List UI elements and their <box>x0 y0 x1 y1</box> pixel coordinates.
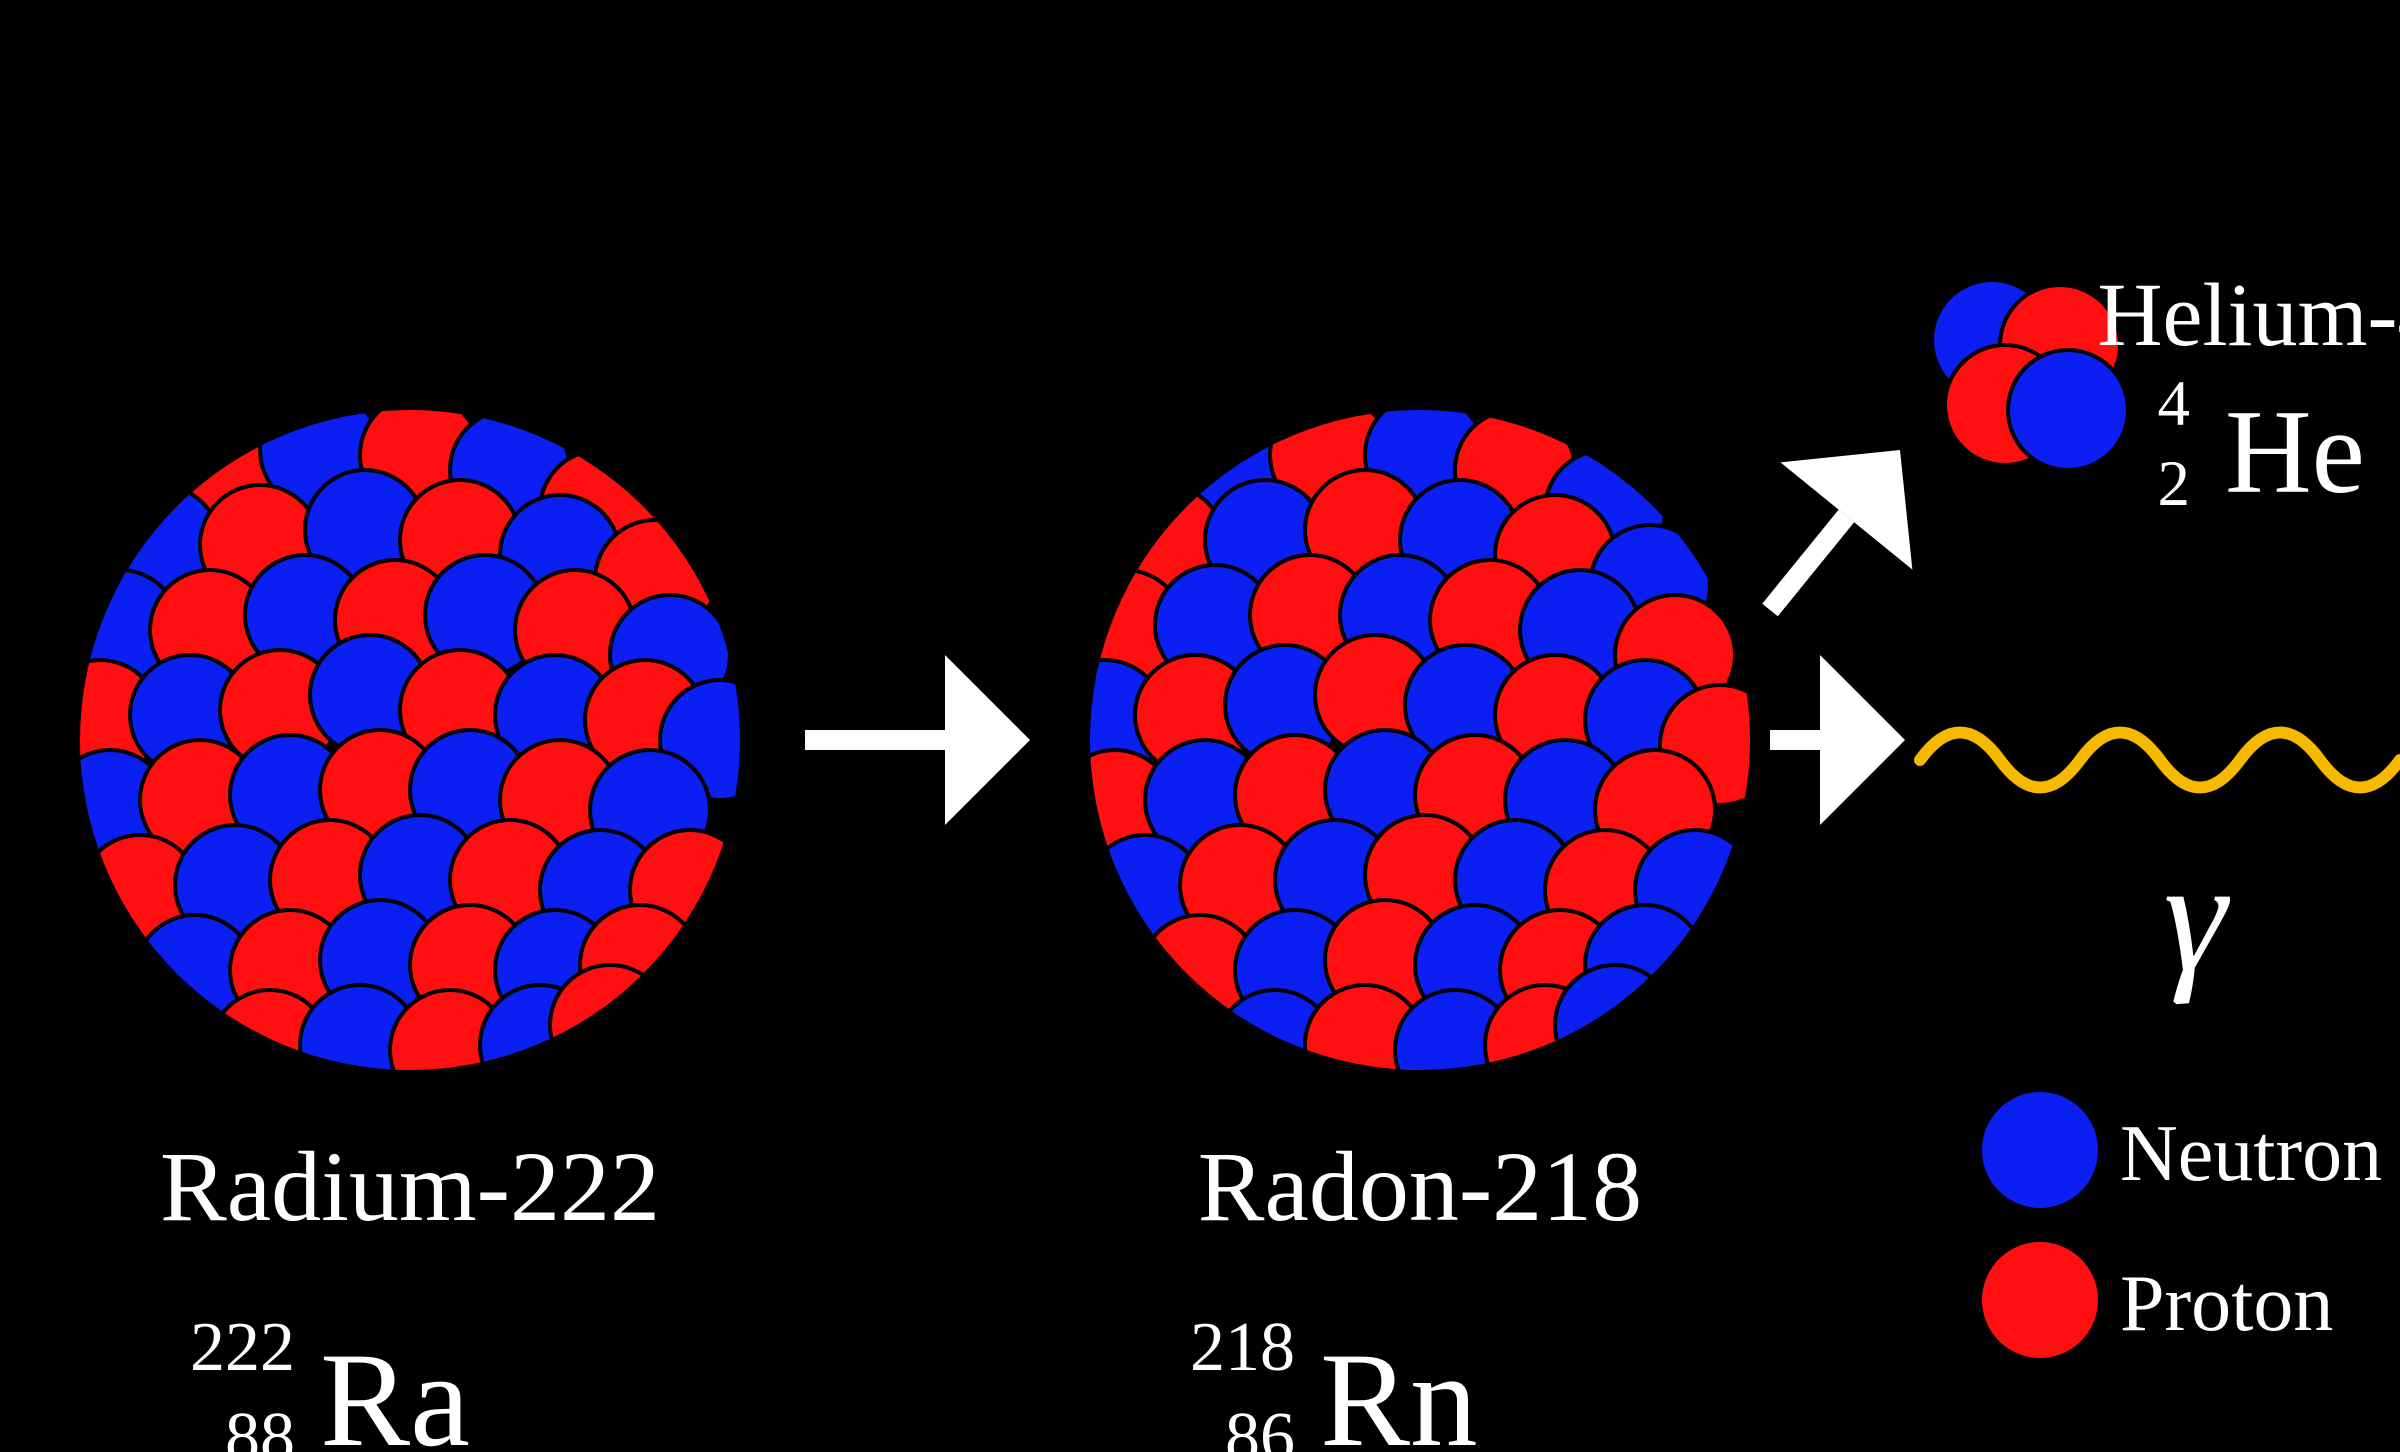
legend-neutron-icon <box>1980 1090 2100 1210</box>
daughter-name: Radon-218 <box>1198 1131 1642 1242</box>
daughter-mass-number: 218 <box>1190 1309 1295 1386</box>
alpha-mass-number: 4 <box>2158 368 2191 440</box>
parent-mass-number: 222 <box>190 1309 295 1386</box>
legend-proton-label: Proton <box>2120 1260 2333 1348</box>
legend-neutron-label: Neutron <box>2120 1110 2382 1198</box>
parent-name: Radium-222 <box>160 1131 660 1242</box>
daughter-element-symbol: Rn <box>1320 1326 1478 1452</box>
daughter-atomic-number: 86 <box>1225 1399 1295 1452</box>
alpha-atomic-number: 2 <box>2158 448 2191 520</box>
parent-element-symbol: Ra <box>320 1326 470 1452</box>
alpha-decay-diagram: Radium-222 222 88 Ra Radon-218 218 86 Rn Helium-… <box>0 0 2400 1452</box>
legend-proton-icon <box>1980 1240 2100 1360</box>
alpha-nucleon <box>2008 350 2128 470</box>
parent-atomic-number: 88 <box>225 1399 295 1452</box>
gamma-symbol: γ <box>2163 827 2230 1005</box>
alpha-name: Helium-4 <box>2098 266 2400 365</box>
alpha-element-symbol: He <box>2225 385 2365 518</box>
